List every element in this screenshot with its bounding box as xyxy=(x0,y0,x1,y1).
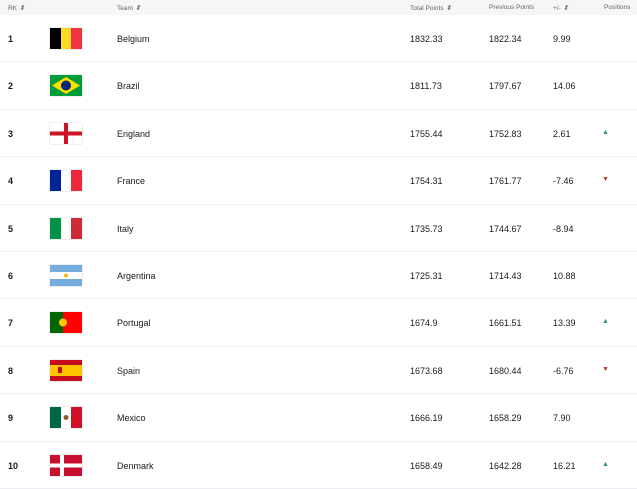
total-points: 1754.31 xyxy=(410,176,443,187)
rank: 1 xyxy=(8,34,14,44)
table-row[interactable]: 5 Italy 1735.73 1744.67 -8.94 xyxy=(0,205,637,252)
total-points: 1674.9 xyxy=(410,318,438,329)
team-name[interactable]: Mexico xyxy=(117,413,146,424)
points-diff: 13.39 xyxy=(553,318,576,329)
total-points: 1811.73 xyxy=(410,81,442,92)
team-name[interactable]: Italy xyxy=(117,223,134,234)
points-diff: 16.21 xyxy=(553,460,576,471)
previous-points: 1714.43 xyxy=(489,270,522,281)
rank: 9 xyxy=(8,413,14,424)
previous-points: 1744.67 xyxy=(489,223,522,234)
table-row[interactable]: 6 Argentina 1725.31 1714.43 10.88 xyxy=(0,252,637,300)
brazil-flag-icon xyxy=(50,75,82,97)
total-points: 1673.68 xyxy=(410,365,443,376)
points-diff: -6.76 xyxy=(553,365,574,376)
points-diff: 14.06 xyxy=(553,81,576,92)
total-points: 1832.33 xyxy=(410,34,443,44)
total-points: 1735.73 xyxy=(410,223,443,234)
argentina-flag-icon xyxy=(50,264,82,286)
team-name[interactable]: France xyxy=(117,176,146,187)
total-points-column-header[interactable]: Total Points ⬍ xyxy=(410,5,452,12)
previous-points: 1752.83 xyxy=(489,128,522,139)
previous-points: 1797.67 xyxy=(489,81,522,92)
total-points: 1666.19 xyxy=(410,413,443,424)
team-name[interactable]: England xyxy=(117,128,151,139)
points-diff: 7.90 xyxy=(553,413,571,424)
total-points: 1725.31 xyxy=(410,270,443,281)
rank: 8 xyxy=(8,365,14,376)
sort-icon: ⬍ xyxy=(134,5,141,12)
previous-points: 1822.34 xyxy=(489,34,522,44)
team-name[interactable]: Argentina xyxy=(117,270,156,281)
team-name[interactable]: Denmark xyxy=(117,460,154,471)
rank: 10 xyxy=(8,460,19,471)
previous-points: 1680.44 xyxy=(489,365,522,376)
arrow-up-icon: ▲ xyxy=(602,460,609,468)
previous-points-column-header: Previous Points xyxy=(489,4,535,11)
points-diff: -8.94 xyxy=(553,223,574,234)
team-name[interactable]: Belgium xyxy=(117,34,150,44)
table-row[interactable]: 8 Spain 1673.68 1680.44 -6.76 ▼ xyxy=(0,347,637,395)
spain-flag-icon xyxy=(50,359,82,381)
italy-flag-icon xyxy=(50,217,82,239)
rank: 2 xyxy=(8,81,14,92)
points-diff: 9.99 xyxy=(553,34,571,44)
table-row[interactable]: 3 England 1755.44 1752.83 2.61 ▲ xyxy=(0,110,637,158)
rank: 4 xyxy=(8,176,14,187)
previous-points: 1661.51 xyxy=(489,318,522,329)
points-diff: 10.88 xyxy=(553,270,576,281)
team-name[interactable]: Brazil xyxy=(117,81,140,92)
sort-icon: ⬍ xyxy=(562,5,569,12)
rank-column-header[interactable]: RK ⬍ xyxy=(8,5,25,12)
table-row[interactable]: 4 France 1754.31 1761.77 -7.46 ▼ xyxy=(0,157,637,205)
diff-column-header[interactable]: +/- ⬍ xyxy=(553,5,569,12)
points-diff: 2.61 xyxy=(553,128,571,139)
rank: 7 xyxy=(8,318,14,329)
arrow-up-icon: ▲ xyxy=(602,128,609,136)
table-row[interactable]: 2 Brazil 1811.73 1797.67 14.06 xyxy=(0,62,637,110)
team-name[interactable]: Spain xyxy=(117,365,141,376)
previous-points: 1658.29 xyxy=(489,413,522,424)
denmark-flag-icon xyxy=(50,454,82,476)
france-flag-icon xyxy=(50,170,82,192)
total-points: 1658.49 xyxy=(410,460,443,471)
mexico-flag-icon xyxy=(50,407,82,429)
rank: 5 xyxy=(8,223,14,234)
england-flag-icon xyxy=(50,122,82,144)
sort-icon: ⬍ xyxy=(19,5,25,12)
table-row[interactable]: 10 Denmark 1658.49 1642.28 16.21 ▲ xyxy=(0,442,637,489)
team-name[interactable]: Portugal xyxy=(117,318,151,329)
arrow-up-icon: ▲ xyxy=(602,318,609,326)
total-points: 1755.44 xyxy=(410,128,443,139)
points-diff: -7.46 xyxy=(553,176,574,187)
previous-points: 1642.28 xyxy=(489,460,522,471)
rank: 3 xyxy=(8,128,14,139)
sort-icon: ⬍ xyxy=(445,5,452,12)
portugal-flag-icon xyxy=(50,312,82,334)
table-row[interactable]: 7 Portugal 1674.9 1661.51 13.39 ▲ xyxy=(0,299,637,347)
table-row[interactable]: 1 Belgium 1832.33 1822.34 9.99 xyxy=(0,15,637,63)
table-row[interactable]: 9 Mexico 1666.19 1658.29 7.90 xyxy=(0,394,637,442)
belgium-flag-icon xyxy=(50,28,82,49)
previous-points: 1761.77 xyxy=(489,176,522,187)
arrow-down-icon: ▼ xyxy=(602,365,609,373)
positions-column-header: Positions xyxy=(604,4,631,11)
table-header: RK ⬍ Team ⬍ Total Points ⬍ Previous Points … xyxy=(0,0,637,15)
team-column-header[interactable]: Team ⬍ xyxy=(117,5,141,12)
arrow-down-icon: ▼ xyxy=(602,176,609,184)
rank: 6 xyxy=(8,270,14,281)
